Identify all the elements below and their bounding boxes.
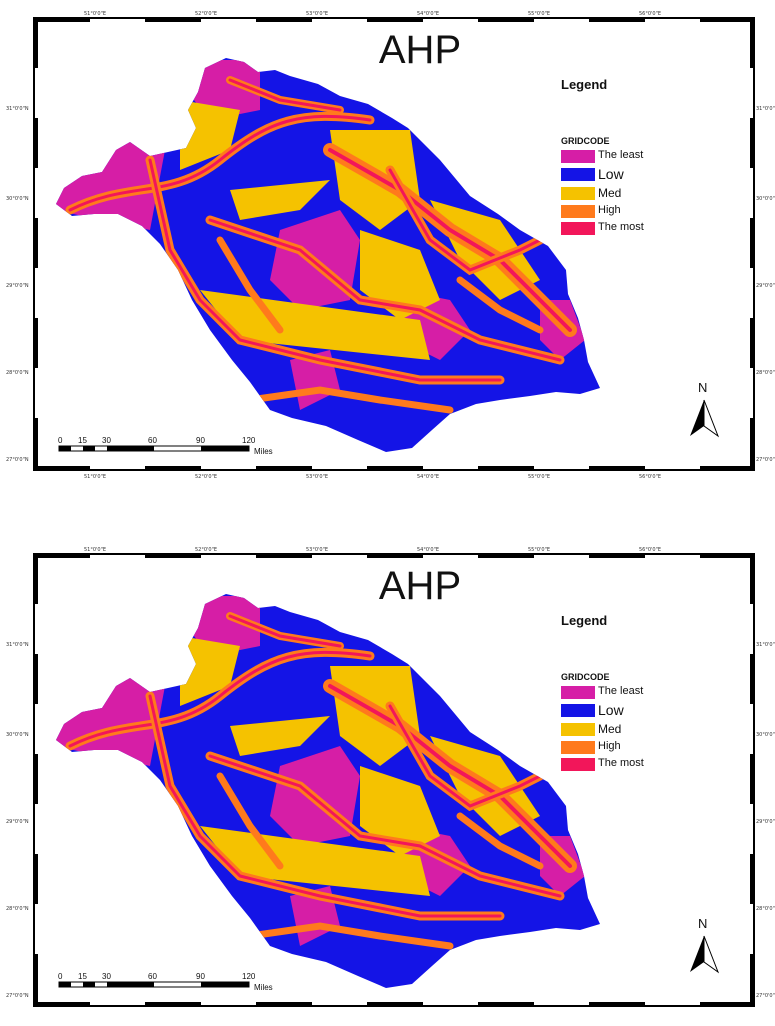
legend-label: Low xyxy=(598,702,624,718)
lat-label: 28°0'0"N xyxy=(6,906,29,912)
legend-swatch xyxy=(561,205,595,218)
map-panel-top: 51°0'0"E 52°0'0"E 53°0'0"E 54°0'0"E 55°0… xyxy=(0,0,775,490)
lon-label: 56°0'0"E xyxy=(639,474,661,480)
lat-label: 28°0'0"N xyxy=(756,370,775,376)
lon-label: 55°0'0"E xyxy=(528,474,550,480)
scale-bar: 0 15 30 60 90 120 Miles xyxy=(58,972,288,992)
legend-swatch xyxy=(561,686,595,699)
lon-label: 53°0'0"E xyxy=(306,547,328,553)
scale-unit: Miles xyxy=(254,983,273,992)
scale-tick: 0 xyxy=(58,972,62,981)
legend-label: The most xyxy=(598,221,644,233)
legend-label: High xyxy=(598,204,621,216)
legend-swatch xyxy=(561,741,595,754)
map-canvas xyxy=(0,0,775,490)
lat-label: 30°0'0"N xyxy=(756,196,775,202)
scale-bar: 0 15 30 60 90 120 Miles xyxy=(58,436,288,456)
scale-unit: Miles xyxy=(254,447,273,456)
north-label: N xyxy=(698,916,707,931)
legend-label: Low xyxy=(598,166,624,182)
map-title: AHP xyxy=(360,564,480,609)
scale-tick: 60 xyxy=(148,436,157,445)
lat-label: 29°0'0"N xyxy=(6,819,29,825)
lon-label: 52°0'0"E xyxy=(195,474,217,480)
lat-label: 27°0'0"N xyxy=(6,993,29,999)
lat-label: 29°0'0"N xyxy=(6,283,29,289)
lat-label: 27°0'0"N xyxy=(6,457,29,463)
scale-tick: 90 xyxy=(196,436,205,445)
scale-tick: 30 xyxy=(102,436,111,445)
lat-label: 27°0'0"N xyxy=(756,993,775,999)
scale-tick: 0 xyxy=(58,436,62,445)
lon-label: 53°0'0"E xyxy=(306,474,328,480)
legend-swatch xyxy=(561,187,595,200)
lat-label: 29°0'0"N xyxy=(756,819,775,825)
legend-swatch xyxy=(561,150,595,163)
scale-tick: 15 xyxy=(78,436,87,445)
lon-label: 51°0'0"E xyxy=(84,547,106,553)
lon-label: 56°0'0"E xyxy=(639,547,661,553)
lat-label: 28°0'0"N xyxy=(756,906,775,912)
north-arrow: N xyxy=(688,916,720,978)
legend-field: GRIDCODE xyxy=(561,136,610,146)
lon-label: 54°0'0"E xyxy=(417,11,439,17)
map-panel-bottom: 51°0'0"E 52°0'0"E 53°0'0"E 54°0'0"E 55°0… xyxy=(0,536,775,1026)
legend-label: The least xyxy=(598,685,643,697)
lat-label: 28°0'0"N xyxy=(6,370,29,376)
north-label: N xyxy=(698,380,707,395)
lat-label: 30°0'0"N xyxy=(756,732,775,738)
legend-swatch xyxy=(561,758,595,771)
legend-swatch xyxy=(561,723,595,736)
lon-label: 55°0'0"E xyxy=(528,547,550,553)
lon-label: 52°0'0"E xyxy=(195,547,217,553)
scale-tick: 60 xyxy=(148,972,157,981)
lon-label: 56°0'0"E xyxy=(639,11,661,17)
legend-label: Med xyxy=(598,186,621,200)
legend-swatch xyxy=(561,222,595,235)
lat-label: 30°0'0"N xyxy=(6,196,29,202)
lon-label: 51°0'0"E xyxy=(84,474,106,480)
map-title: AHP xyxy=(360,28,480,73)
legend-label: Med xyxy=(598,722,621,736)
legend-swatch xyxy=(561,168,595,181)
lat-label: 30°0'0"N xyxy=(6,732,29,738)
lat-label: 29°0'0"N xyxy=(756,283,775,289)
lon-label: 54°0'0"E xyxy=(417,474,439,480)
scale-tick: 90 xyxy=(196,972,205,981)
legend-title: Legend xyxy=(561,613,607,628)
lat-label: 31°0'0"N xyxy=(756,642,775,648)
north-arrow: N xyxy=(688,380,720,442)
scale-tick: 120 xyxy=(242,436,255,445)
lon-label: 54°0'0"E xyxy=(417,547,439,553)
suitability-map xyxy=(40,576,620,1006)
legend-label: The least xyxy=(598,149,643,161)
lat-label: 31°0'0"N xyxy=(6,642,29,648)
lon-label: 52°0'0"E xyxy=(195,11,217,17)
suitability-map xyxy=(40,40,620,470)
legend-title: Legend xyxy=(561,77,607,92)
lon-label: 51°0'0"E xyxy=(84,11,106,17)
scale-tick: 30 xyxy=(102,972,111,981)
legend-label: High xyxy=(598,740,621,752)
scale-tick: 120 xyxy=(242,972,255,981)
lon-label: 55°0'0"E xyxy=(528,11,550,17)
legend-field: GRIDCODE xyxy=(561,672,610,682)
map-canvas xyxy=(0,536,775,1026)
lat-label: 27°0'0"N xyxy=(756,457,775,463)
lon-label: 53°0'0"E xyxy=(306,11,328,17)
scale-tick: 15 xyxy=(78,972,87,981)
lat-label: 31°0'0"N xyxy=(6,106,29,112)
legend-label: The most xyxy=(598,757,644,769)
legend-swatch xyxy=(561,704,595,717)
lat-label: 31°0'0"N xyxy=(756,106,775,112)
